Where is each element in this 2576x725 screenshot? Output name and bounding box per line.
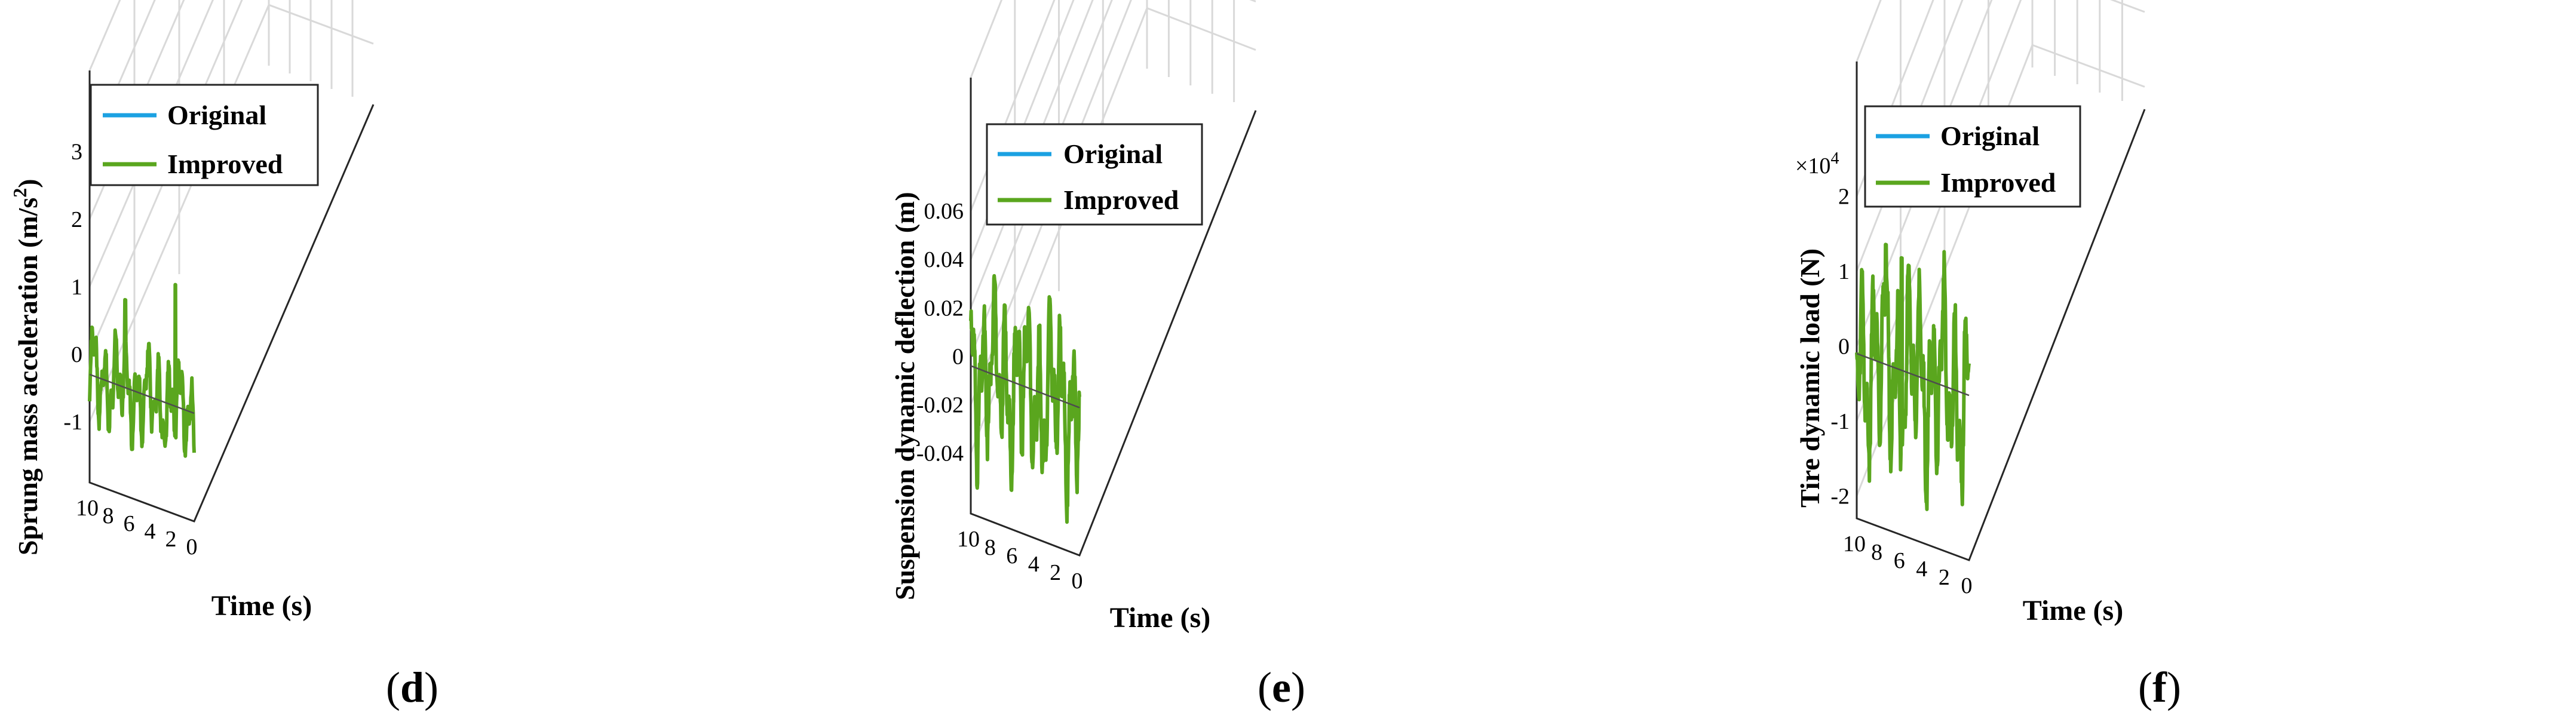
panel-f-series	[1855, 242, 1971, 511]
panel-e-x-axis-label: Time (s)	[1110, 602, 1210, 634]
panel-f-x-tick-label: 6	[1894, 548, 1905, 573]
panel-e-axis-frame	[970, 78, 1257, 557]
panel-e-y-tick-label: 0.02	[924, 296, 964, 321]
panel-f-legend-box	[1864, 105, 2081, 208]
panel-d-x-ticks: 10 8 6 4 2 0	[76, 496, 198, 560]
panel-d-y-tick-label: 1	[71, 275, 82, 300]
panel-d-y-ticks: -1 0 1 2 3	[63, 140, 82, 435]
panel-d-y-tick-label: 0	[71, 342, 82, 367]
panel-d-series-improved	[88, 282, 196, 458]
panel-e-grid-line	[970, 0, 1075, 260]
panel-f-axis-frame	[1856, 62, 2146, 561]
panel-d-ref-line-improved	[89, 373, 195, 414]
panel-d-legend-box	[90, 84, 319, 186]
panel-d-grid-line	[88, 0, 156, 152]
panel-d-grid-line	[88, 4, 374, 422]
panel-f-legend-improved: Improved	[1940, 167, 2056, 198]
panel-d-y-axis-label: Sprung mass acceleration (m/s2)	[9, 179, 43, 555]
panel-d-x-tick-label: 0	[186, 534, 198, 560]
panel-e-grid-line	[970, 7, 1256, 454]
panel-e-y-tick-label: 0.04	[924, 247, 964, 272]
panel-f-x-axis-label: Time (s)	[2023, 595, 2123, 626]
panel-f-y-tick-label: -2	[1830, 484, 1850, 509]
panel-f-y-tick-label: 2	[1838, 185, 1850, 210]
panel-d-x-tick-label: 2	[165, 527, 177, 552]
panel-e-x-tick-label: 2	[1050, 560, 1061, 585]
panel-e-x-tick-label: 0	[1072, 569, 1083, 594]
panel-f-y-tick-label: 1	[1838, 259, 1850, 284]
panel-e-x-tick-label: 6	[1006, 543, 1017, 569]
panel-d-caption: (d)	[386, 663, 438, 711]
panel-d-series	[88, 282, 196, 458]
panel-f-caption: (f)	[2138, 663, 2181, 711]
panel-e-legend-improved: Improved	[1063, 185, 1179, 215]
panel-e-legend-original: Original	[1063, 139, 1163, 169]
panel-e-y-tick-label: -0.04	[916, 441, 964, 466]
panel-e-series-improved	[969, 274, 1081, 524]
panel-d-axis-frame	[88, 70, 375, 523]
panel-e-y-tick-label: 0.06	[924, 199, 964, 224]
panel-d-legend-original: Original	[167, 100, 266, 130]
panel-f-x-tick-label: 10	[1843, 532, 1866, 557]
panel-f-x-tick-label: 2	[1939, 565, 1950, 590]
panel-d-x-tick-label: 4	[145, 519, 156, 544]
panel-f-grid-line	[1856, 0, 1934, 197]
panel-d-axes	[88, 70, 375, 523]
panel-e-grid-line	[970, 0, 1056, 211]
panel-d-x-tick-label: 10	[76, 496, 99, 521]
panel-f-exponent-label: ×104	[1795, 149, 1839, 179]
panel-f-axes	[1856, 62, 2146, 561]
panel-e-series	[969, 274, 1081, 524]
panel-f-ref-line-improved	[1856, 352, 1970, 397]
panel-e-y-axis-label: Suspension dynamic deflection (m)	[890, 192, 920, 600]
panel-f-x-tick-label: 0	[1961, 573, 1973, 598]
panel-d-grid	[88, 0, 374, 422]
panel-d-y-tick-label: -1	[63, 410, 82, 435]
panel-f-legend-original: Original	[1940, 121, 2040, 151]
panel-f-legend: Original Improved	[1864, 105, 2081, 208]
panel-e-grid-line	[970, 0, 1256, 405]
panel-d-grid-line	[88, 0, 185, 220]
panel-f-y-axis-label: Tire dynamic load (N)	[1795, 248, 1825, 508]
panel-f-x-tick-label: 4	[1916, 557, 1927, 582]
panel-e-legend: Original Improved	[986, 123, 1203, 226]
panel-e-x-tick-label: 10	[957, 527, 980, 552]
panel-e-x-ticks: 10 8 6 4 2 0	[957, 527, 1083, 594]
panel-e-y-tick-label: -0.02	[916, 393, 964, 418]
panel-d-grid-line	[88, 0, 243, 355]
panel-d-legend-improved: Improved	[167, 149, 283, 179]
panel-d-x-axis-label: Time (s)	[211, 590, 312, 622]
panel-f-y-tick-label: -1	[1830, 409, 1850, 434]
panel-f-x-tick-label: 8	[1871, 540, 1882, 565]
panel-e-x-tick-label: 8	[985, 535, 996, 560]
panel-e-x-tick-label: 4	[1028, 552, 1039, 577]
panel-e-legend-box	[986, 123, 1203, 226]
panel-d-x-tick-label: 6	[124, 511, 135, 536]
panel-d-y-tick-label: 3	[71, 140, 82, 165]
panel-d-legend: Original Improved	[90, 84, 319, 186]
panel-e-y-tick-label: 0	[952, 344, 964, 369]
panel-d-y-tick-label: 2	[71, 207, 82, 232]
panel-f-x-ticks: 10 8 6 4 2 0	[1843, 532, 1973, 598]
panel-e-caption: (e)	[1258, 663, 1305, 711]
panel-f-y-tick-label: 0	[1838, 334, 1850, 360]
panel-f-grid-line	[1856, 0, 2145, 422]
panel-f-series-improved	[1855, 242, 1971, 511]
panel-e-ref-line-improved	[970, 365, 1080, 408]
panel-f-y-ticks: -2 -1 0 1 2	[1830, 185, 1850, 509]
panel-f-grid-line	[1856, 44, 2145, 496]
panel-e-axes	[970, 78, 1257, 557]
panel-d-x-tick-label: 8	[103, 503, 114, 529]
panel-e-y-ticks: -0.04 -0.02 0 0.02 0.04 0.06	[916, 199, 964, 466]
